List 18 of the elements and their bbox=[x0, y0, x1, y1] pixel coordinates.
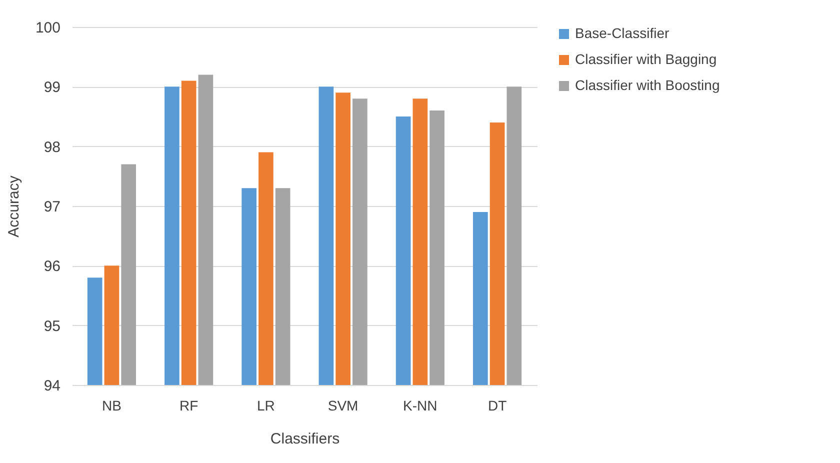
x-axis-title: Classifiers bbox=[270, 430, 340, 448]
y-tick-label: 95 bbox=[44, 318, 60, 335]
x-tick-label: NB bbox=[102, 398, 122, 414]
y-tick-label: 97 bbox=[44, 198, 60, 216]
y-tick-label: 99 bbox=[44, 79, 60, 96]
x-tick-label: DT bbox=[488, 398, 508, 414]
legend-label: Classifier with Boosting bbox=[575, 77, 720, 93]
x-tick-label: LR bbox=[256, 398, 275, 414]
x-tick-label: K-NN bbox=[403, 398, 438, 414]
y-tick-label: 100 bbox=[35, 20, 60, 36]
y-tick-label: 98 bbox=[44, 138, 60, 156]
x-tick-label: SVM bbox=[328, 398, 358, 414]
legend-label: Classifier with Bagging bbox=[575, 51, 717, 67]
x-tick-label: RF bbox=[179, 398, 198, 414]
legend-label: Base-Classifier bbox=[575, 25, 670, 41]
y-axis-title: Accuracy bbox=[5, 175, 22, 238]
y-tick-label: 96 bbox=[44, 258, 60, 276]
y-tick-label: 94 bbox=[44, 378, 60, 394]
